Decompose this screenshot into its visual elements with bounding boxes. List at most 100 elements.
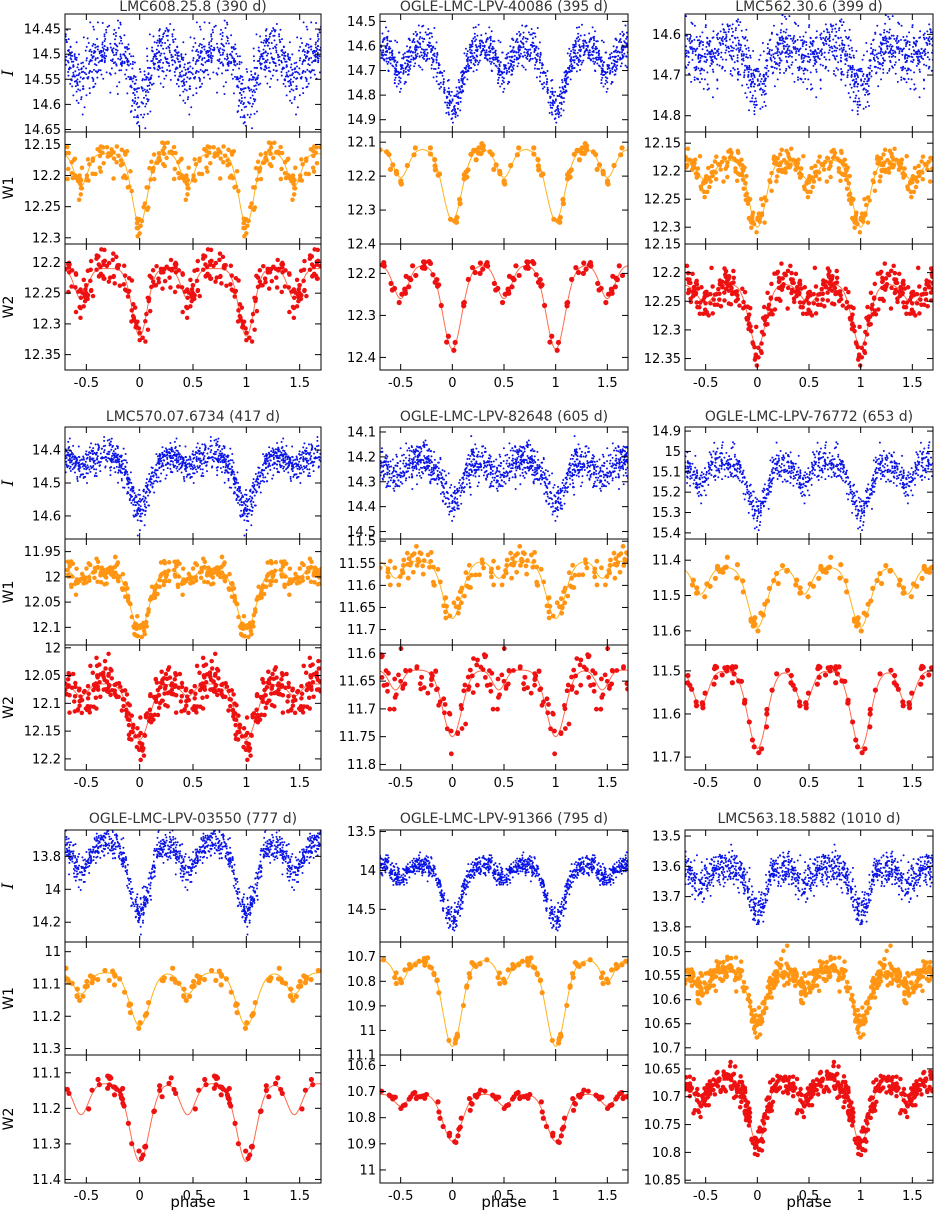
data-point [565, 73, 568, 76]
data-point [588, 41, 591, 44]
data-point [531, 145, 537, 151]
data-point [849, 201, 854, 206]
data-point [687, 63, 690, 66]
data-point [76, 81, 79, 84]
data-point [561, 79, 564, 82]
data-point [914, 44, 917, 47]
data-point [259, 62, 262, 65]
data-point [581, 150, 587, 157]
data-point [555, 339, 562, 346]
data-point [844, 50, 847, 53]
data-point [172, 261, 178, 267]
data-point [83, 282, 89, 288]
data-point [815, 70, 818, 73]
data-point [88, 278, 93, 284]
data-point [596, 162, 603, 168]
data-point [296, 106, 299, 109]
data-point [511, 49, 514, 52]
data-point [899, 157, 905, 162]
data-point [231, 77, 234, 80]
data-point [866, 101, 869, 104]
data-point [498, 69, 501, 72]
data-point [787, 156, 793, 162]
data-point [840, 47, 843, 50]
data-point [613, 73, 616, 76]
data-point [207, 259, 213, 264]
data-point [449, 94, 452, 97]
data-point [232, 294, 237, 299]
data-point [142, 116, 145, 119]
data-point [904, 153, 909, 159]
data-point [746, 56, 749, 59]
data-point [306, 55, 309, 58]
data-point [581, 45, 584, 48]
data-point [457, 79, 460, 82]
data-point [737, 47, 740, 50]
data-point [90, 293, 96, 299]
data-point [489, 44, 492, 47]
data-point [301, 50, 304, 53]
data-point [418, 37, 421, 40]
data-point [509, 45, 512, 48]
data-point [744, 36, 747, 39]
data-point [236, 278, 241, 283]
data-point [923, 50, 926, 53]
data-point [195, 21, 198, 24]
data-point [587, 51, 590, 54]
data-point [563, 71, 566, 74]
data-point [853, 74, 856, 77]
data-point [904, 67, 907, 70]
data-point [753, 100, 756, 103]
data-point [502, 90, 505, 93]
data-point [591, 26, 594, 29]
data-point [869, 67, 871, 70]
data-point [473, 36, 476, 38]
data-point [387, 30, 390, 33]
data-point [226, 55, 229, 58]
data-point [435, 41, 438, 44]
data-point [135, 134, 137, 136]
data-point [601, 67, 604, 70]
data-point [457, 101, 460, 104]
data-point [386, 62, 389, 65]
data-point [448, 93, 451, 96]
data-point [211, 28, 214, 31]
data-point [698, 45, 701, 48]
data-point [806, 176, 812, 181]
data-point [915, 64, 918, 67]
data-point [484, 57, 487, 60]
data-point [595, 51, 598, 54]
data-point [258, 50, 261, 53]
data-point [470, 66, 473, 69]
data-point [785, 28, 788, 31]
data-point [720, 37, 723, 40]
data-point [72, 60, 75, 63]
data-point [180, 309, 185, 315]
data-point [238, 67, 241, 70]
data-point [858, 100, 861, 103]
data-point [274, 285, 280, 290]
data-point [296, 65, 299, 68]
data-point [219, 281, 224, 286]
data-point [830, 25, 833, 28]
data-point [274, 64, 277, 67]
data-point [384, 26, 387, 29]
data-point [395, 65, 398, 67]
data-point [80, 71, 83, 74]
data-point [741, 50, 744, 53]
data-point [472, 26, 475, 29]
data-point [384, 50, 387, 53]
star-block: OGLE-LMC-LPV-40086 (395 d)14.514.614.714… [347, 0, 629, 391]
data-point [724, 37, 727, 40]
data-point [494, 64, 497, 67]
data-point [879, 50, 882, 53]
data-point [901, 69, 904, 72]
data-point [408, 39, 411, 42]
data-point [897, 46, 900, 49]
data-point [241, 88, 244, 91]
data-point [511, 66, 514, 69]
data-point [732, 67, 735, 70]
data-point [171, 59, 174, 62]
data-point [445, 333, 451, 339]
data-point [798, 66, 801, 69]
